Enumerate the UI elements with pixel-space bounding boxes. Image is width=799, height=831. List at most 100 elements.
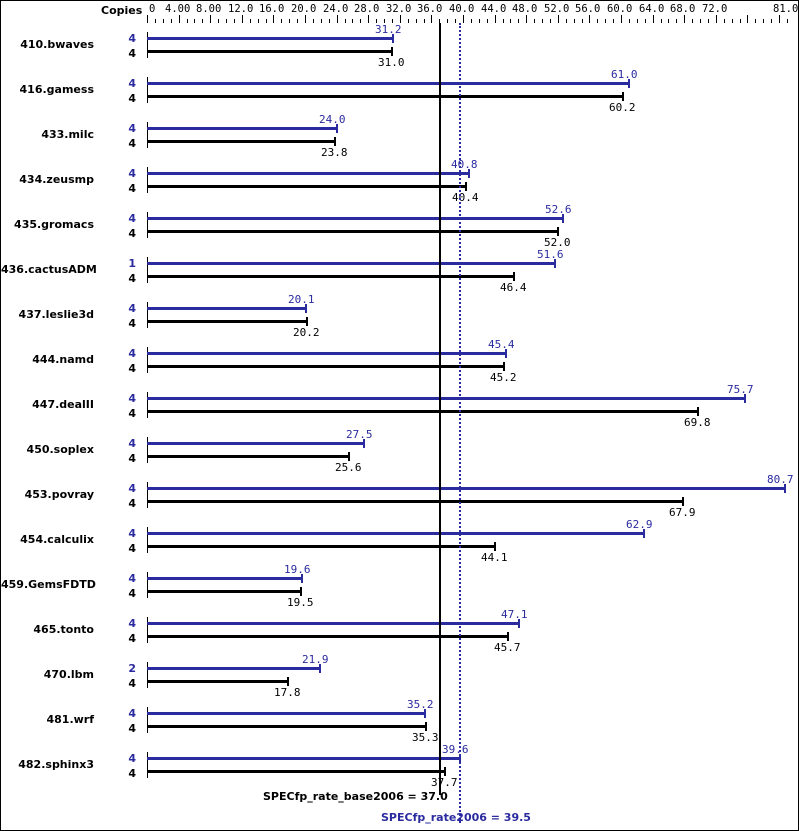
peak-value-label: 20.1 xyxy=(288,293,315,306)
x-tick xyxy=(384,19,385,23)
row-axis-tick xyxy=(147,392,148,418)
peak-bar xyxy=(147,667,320,670)
x-tick xyxy=(708,19,709,23)
base-bar-cap xyxy=(391,47,393,56)
x-tick xyxy=(345,19,346,23)
peak-copies: 2 xyxy=(128,662,136,675)
peak-bar xyxy=(147,262,555,265)
peak-copies: 4 xyxy=(128,752,136,765)
peak-bar xyxy=(147,487,785,490)
peak-bar xyxy=(147,172,469,175)
base-copies: 4 xyxy=(128,497,136,510)
peak-bar xyxy=(147,532,644,535)
peak-copies: 4 xyxy=(128,32,136,45)
x-tick xyxy=(589,15,590,23)
x-tick xyxy=(732,19,733,23)
x-tick xyxy=(495,15,496,23)
peak-reference-line xyxy=(459,23,461,823)
x-tick xyxy=(692,19,693,23)
peak-copies: 4 xyxy=(128,617,136,630)
x-tick-label: 0 xyxy=(149,3,156,15)
peak-value-label: 47.1 xyxy=(501,608,528,621)
base-copies: 4 xyxy=(128,722,136,735)
x-tick xyxy=(163,19,164,23)
x-tick-label: 48.0 xyxy=(512,3,538,15)
x-tick xyxy=(368,15,369,23)
row-axis-tick xyxy=(147,572,148,598)
base-bar xyxy=(147,50,392,53)
x-tick xyxy=(171,19,172,23)
x-tick xyxy=(771,19,772,23)
base-value-label: 40.4 xyxy=(452,191,479,204)
x-tick xyxy=(779,15,780,23)
x-tick xyxy=(487,19,488,23)
x-tick xyxy=(621,15,622,23)
peak-bar-cap xyxy=(336,124,338,133)
base-value-label: 45.2 xyxy=(490,371,517,384)
x-tick xyxy=(408,19,409,23)
peak-bar xyxy=(147,307,306,310)
peak-bar-cap xyxy=(305,304,307,313)
base-bar-cap xyxy=(300,587,302,596)
x-tick xyxy=(566,19,567,23)
x-tick-label: 12.0 xyxy=(228,3,254,15)
row-axis-tick xyxy=(147,752,148,778)
x-tick xyxy=(455,19,456,23)
peak-bar-cap xyxy=(628,79,630,88)
benchmark-label: 447.dealII xyxy=(32,398,94,411)
x-tick-label: 40.0 xyxy=(449,3,475,15)
base-bar-cap xyxy=(465,182,467,191)
x-tick xyxy=(518,19,519,23)
x-tick xyxy=(668,19,669,23)
peak-bar xyxy=(147,757,460,760)
peak-bar xyxy=(147,577,302,580)
base-copies: 4 xyxy=(128,227,136,240)
base-bar-cap xyxy=(697,407,699,416)
peak-value-label: 31.2 xyxy=(375,23,402,36)
base-copies: 4 xyxy=(128,677,136,690)
x-tick xyxy=(605,19,606,23)
x-tick xyxy=(439,19,440,23)
base-reference-label: SPECfp_rate_base2006 = 37.0 xyxy=(263,790,448,803)
x-tick-label: 44.0 xyxy=(481,3,507,15)
x-tick xyxy=(400,15,401,23)
base-copies: 4 xyxy=(128,47,136,60)
base-bar-cap xyxy=(682,497,684,506)
base-value-label: 52.0 xyxy=(544,236,571,249)
peak-bar-cap xyxy=(643,529,645,538)
x-tick xyxy=(503,19,504,23)
x-tick xyxy=(550,19,551,23)
x-tick xyxy=(329,19,330,23)
peak-bar-cap xyxy=(363,439,365,448)
peak-value-label: 27.5 xyxy=(346,428,373,441)
x-tick-label: 56.0 xyxy=(575,3,601,15)
base-bar-cap xyxy=(507,632,509,641)
x-tick xyxy=(700,19,701,23)
x-tick xyxy=(242,15,243,23)
benchmark-label: 454.calculix xyxy=(20,533,94,546)
peak-value-label: 19.6 xyxy=(284,563,311,576)
benchmark-label: 482.sphinx3 xyxy=(18,758,94,771)
benchmark-label: 410.bwaves xyxy=(20,38,94,51)
peak-value-label: 52.6 xyxy=(545,203,572,216)
peak-bar xyxy=(147,37,393,40)
x-tick-label: 20.0 xyxy=(291,3,317,15)
peak-bar-cap xyxy=(505,349,507,358)
row-axis-tick xyxy=(147,707,148,733)
base-value-label: 37.7 xyxy=(431,776,458,789)
x-tick xyxy=(542,19,543,23)
base-bar xyxy=(147,185,466,188)
peak-value-label: 21.9 xyxy=(302,653,329,666)
x-tick xyxy=(684,15,685,23)
x-tick-label: 16.0 xyxy=(259,3,285,15)
x-tick-label: 81.0 xyxy=(773,3,799,15)
base-bar-cap xyxy=(503,362,505,371)
x-tick xyxy=(637,19,638,23)
base-value-label: 67.9 xyxy=(669,506,696,519)
base-value-label: 60.2 xyxy=(609,101,636,114)
x-tick xyxy=(273,15,274,23)
peak-copies: 4 xyxy=(128,302,136,315)
base-copies: 4 xyxy=(128,272,136,285)
x-tick-label: 64.0 xyxy=(639,3,665,15)
base-bar-cap xyxy=(494,542,496,551)
